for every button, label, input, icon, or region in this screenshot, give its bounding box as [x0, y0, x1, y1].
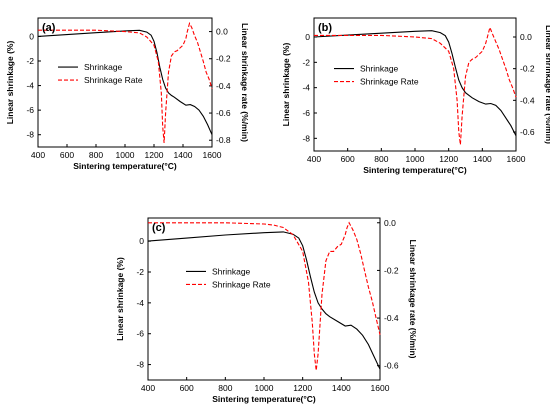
- y-right-tick-label: -0.6: [384, 361, 399, 371]
- y-left-tick-label: -8: [302, 133, 310, 143]
- legend: Shrinkage Shrinkage Rate: [58, 62, 143, 85]
- y-right-axis-title: Linear shrinkage rate (%/min): [240, 23, 250, 142]
- y-right-tick-label: -0.4: [216, 81, 231, 91]
- legend-label: Shrinkage Rate: [212, 279, 271, 289]
- legend-label: Shrinkage: [84, 62, 123, 72]
- y-right-tick-label: -0.2: [216, 54, 231, 64]
- shrinkage-rate-line: [148, 221, 381, 371]
- y-left-tick-label: -8: [26, 130, 34, 140]
- shrinkage-rate-line: [314, 25, 517, 145]
- panel-label: (c): [152, 222, 166, 234]
- chart-panel-3: 400 600 800 1000 1200 1400 1600 0 -2 -4 -6 -8 0.0 -0.…: [115, 217, 418, 404]
- x-tick-label: 1000: [116, 150, 135, 160]
- legend-label: Shrinkage: [212, 266, 251, 276]
- y-left-tick-label: -8: [136, 360, 144, 370]
- x-tick-label: 1400: [473, 154, 492, 164]
- x-tick-label: 1000: [406, 154, 425, 164]
- y-left-tick-label: 0: [139, 236, 144, 246]
- y-right-axis-title: Linear shrinkage rate (%/min): [544, 25, 550, 144]
- panel-label: (b): [318, 22, 332, 34]
- y-right-tick-label: -0.6: [520, 127, 535, 137]
- chart-panel-1: 400 600 800 1000 1200 1400 1600 0 -2 -4 -6 -8 0.0 -0.…: [5, 17, 250, 171]
- x-tick-label: 600: [180, 383, 194, 393]
- x-tick-label: 600: [60, 150, 74, 160]
- y-left-tick-label: -2: [302, 57, 310, 67]
- y-right-tick-label: -0.4: [520, 95, 535, 105]
- x-tick-label: 1600: [507, 154, 526, 164]
- x-tick-label: 1200: [439, 154, 458, 164]
- y-left-tick-label: -2: [136, 267, 144, 277]
- x-tick-label: 1200: [293, 383, 312, 393]
- y-left-tick-label: -4: [136, 298, 144, 308]
- x-tick-label: 800: [89, 150, 103, 160]
- x-tick-label: 400: [31, 150, 45, 160]
- x-tick-label: 400: [141, 383, 155, 393]
- x-axis-title: Sintering temperature(°C): [363, 165, 467, 175]
- y-left-tick-label: -6: [302, 108, 310, 118]
- x-tick-label: 600: [341, 154, 355, 164]
- x-tick-label: 400: [307, 154, 321, 164]
- y-right-tick-label: -0.2: [520, 64, 535, 74]
- y-left-tick-label: -6: [136, 329, 144, 339]
- x-tick-label: 1400: [174, 150, 193, 160]
- x-tick-label: 1400: [332, 383, 351, 393]
- legend: Shrinkage Shrinkage Rate: [334, 64, 419, 87]
- legend-label: Shrinkage: [360, 64, 399, 74]
- x-tick-label: 1200: [145, 150, 164, 160]
- y-right-tick-label: 0.0: [384, 218, 396, 228]
- y-left-axis-title: Linear shrinkage (%): [281, 43, 291, 127]
- y-left-axis-title: Linear shrinkage (%): [5, 41, 15, 125]
- x-tick-label: 1600: [371, 383, 390, 393]
- y-right-tick-label: -0.6: [216, 108, 231, 118]
- y-left-axis-title: Linear shrinkage (%): [115, 257, 125, 341]
- x-tick-label: 1000: [255, 383, 274, 393]
- y-right-tick-label: 0.0: [216, 27, 228, 37]
- legend-label: Shrinkage Rate: [84, 75, 143, 85]
- y-left-tick-label: -6: [26, 105, 34, 115]
- x-axis-title: Sintering temperature(°C): [212, 394, 316, 404]
- x-axis-title: Sintering temperature(°C): [73, 161, 177, 171]
- y-right-axis-title: Linear shrinkage rate (%/min): [408, 239, 418, 358]
- shrinkage-line: [37, 29, 213, 135]
- y-left-tick-label: -4: [302, 83, 310, 93]
- x-tick-label: 800: [374, 154, 388, 164]
- legend-label: Shrinkage Rate: [360, 77, 419, 87]
- legend: Shrinkage Shrinkage Rate: [186, 266, 271, 289]
- x-tick-label: 1600: [203, 150, 222, 160]
- y-right-tick-label: -0.2: [384, 265, 399, 275]
- plot-frame: [147, 217, 381, 381]
- y-left-tick-label: -2: [26, 56, 34, 66]
- y-right-tick-label: 0.0: [520, 32, 532, 42]
- chart-panel-2: 400 600 800 1000 1200 1400 1600 0 -2 -4 -6 -8 0.0 -0.…: [281, 17, 550, 175]
- y-left-tick-label: 0: [305, 32, 310, 42]
- panel-label: (a): [42, 22, 56, 34]
- shrinkage-rate-line: [38, 21, 213, 143]
- y-right-tick-label: -0.8: [216, 135, 231, 145]
- shrinkage-line: [147, 231, 381, 370]
- y-left-tick-label: -4: [26, 81, 34, 91]
- x-tick-label: 800: [218, 383, 232, 393]
- y-right-tick-label: -0.4: [384, 313, 399, 323]
- shrinkage-line: [313, 30, 517, 137]
- y-left-tick-label: 0: [29, 31, 34, 41]
